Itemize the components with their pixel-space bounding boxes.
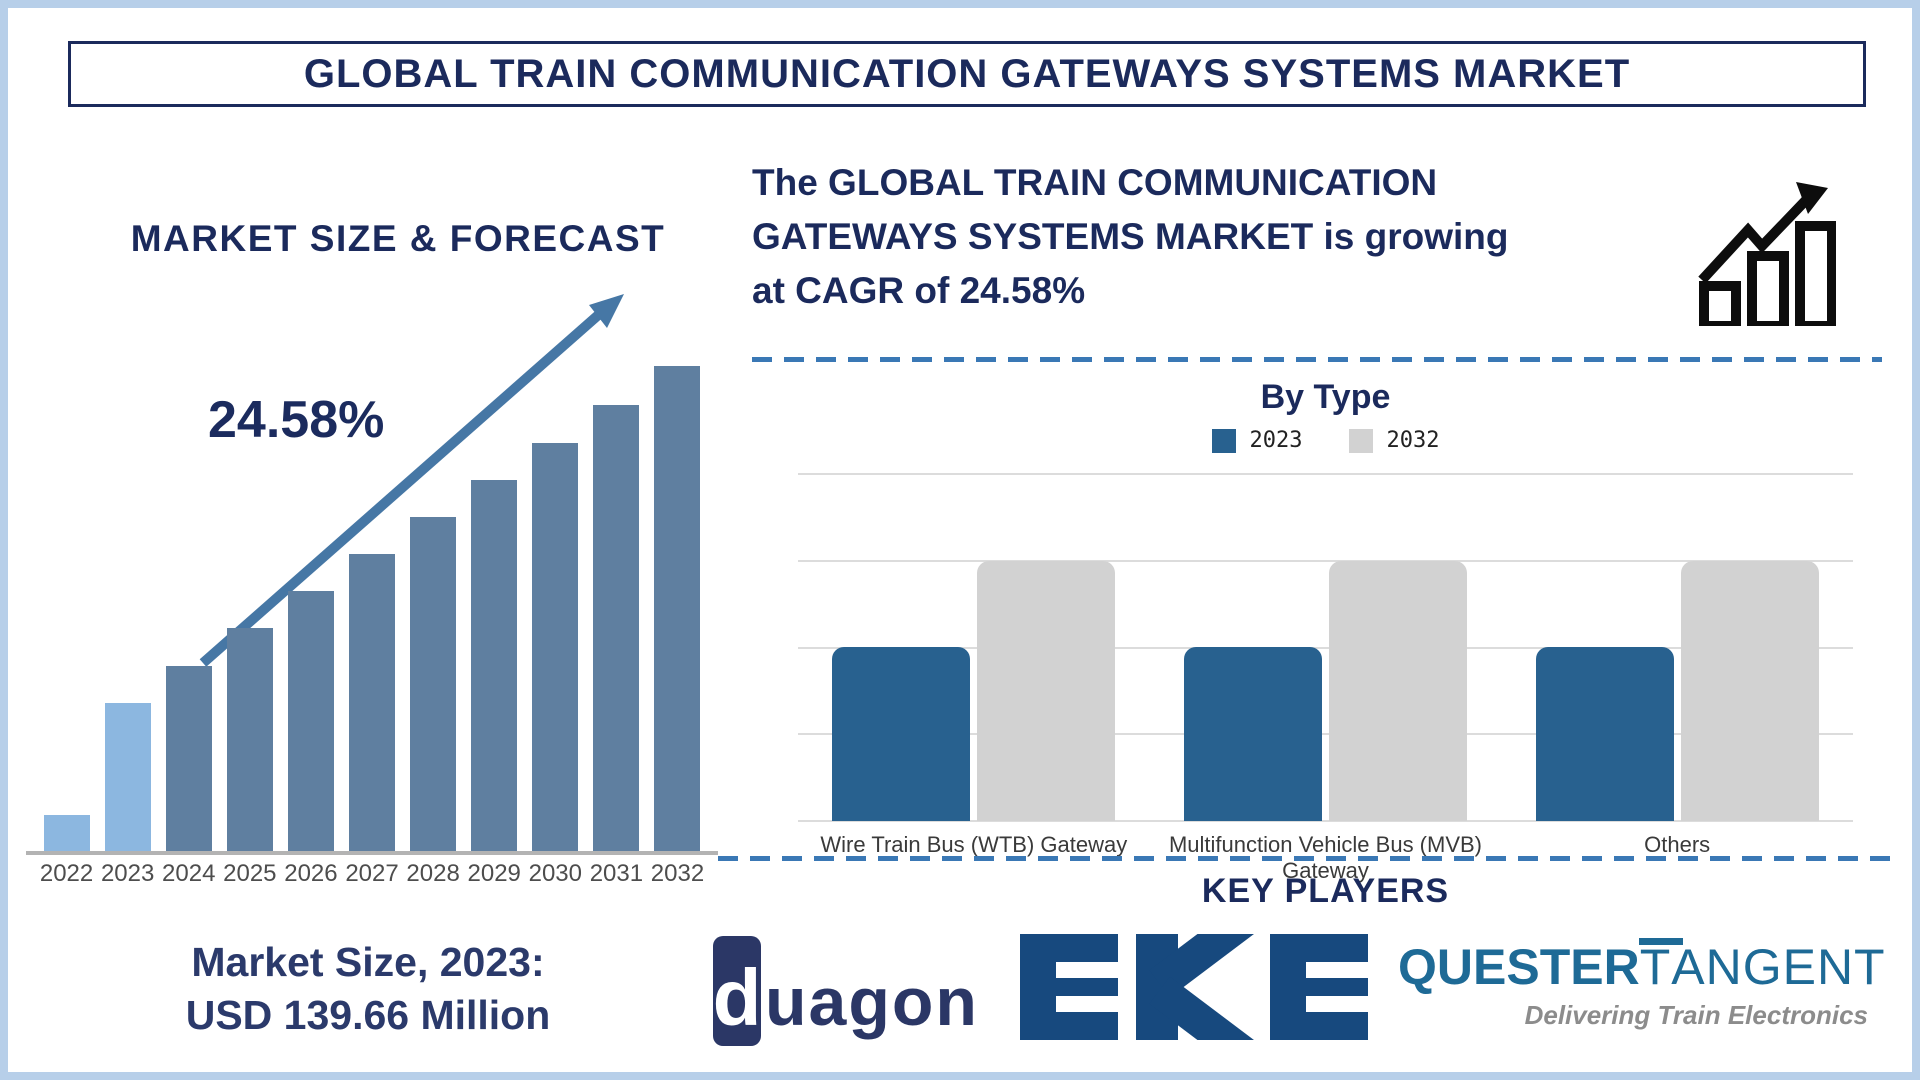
forecast-bar-column xyxy=(403,366,464,853)
bar-2032 xyxy=(1680,561,1819,821)
legend-item-2023: 2023 xyxy=(1211,428,1303,453)
questertangent-wordmark: QUESTERTANGENT xyxy=(1398,938,1885,996)
year-label: 2025 xyxy=(223,860,277,887)
bar-group xyxy=(1535,474,1819,821)
year-label: 2026 xyxy=(284,860,338,887)
forecast-bar-column xyxy=(647,366,708,853)
forecast-bar-column xyxy=(97,366,158,853)
gridline xyxy=(798,473,1853,475)
dashed-separator-top xyxy=(752,357,1882,362)
bytype-plot-area xyxy=(798,473,1853,822)
forecast-bar-column xyxy=(158,366,219,853)
year-label: 2022 xyxy=(39,860,94,887)
forecast-bar-column xyxy=(464,366,525,853)
forecast-bar-2026 xyxy=(287,591,334,853)
legend-swatch xyxy=(1211,428,1236,453)
year-label: 2027 xyxy=(345,860,399,887)
duagon-logo: d uagon xyxy=(713,932,979,1046)
forecast-bar-2028 xyxy=(410,517,457,853)
tangent-rest: ANGENT xyxy=(1671,939,1886,995)
legend-label: 2023 xyxy=(1249,428,1303,453)
duagon-wordmark: uagon xyxy=(765,964,979,1040)
forecast-bar-2025 xyxy=(226,628,273,853)
market-size-callout: Market Size, 2023: USD 139.66 Million xyxy=(48,936,688,1042)
forecast-bar-column xyxy=(586,366,647,853)
forecast-bar-column xyxy=(341,366,402,853)
tangent-t: T xyxy=(1638,938,1683,995)
market-size-line1: Market Size, 2023: xyxy=(191,939,545,985)
bytype-bar-groups xyxy=(798,474,1853,821)
forecast-bar-2023 xyxy=(104,703,151,853)
forecast-bar-2031 xyxy=(593,405,640,853)
questertangent-logo: QUESTERTANGENT Delivering Train Electron… xyxy=(1398,938,1885,1031)
year-label: 2030 xyxy=(528,860,582,887)
growth-chart-icon xyxy=(1698,182,1836,326)
category-label: Multifunction Vehicle Bus (MVB) Gateway xyxy=(1168,832,1483,883)
bytype-chart-title: By Type xyxy=(1260,378,1391,416)
headline-line-1: The GLOBAL TRAIN COMMUNICATION xyxy=(752,162,1438,203)
forecast-bar-2032 xyxy=(654,366,701,853)
gridline xyxy=(798,646,1853,649)
eke-logo xyxy=(1020,934,1368,1040)
year-label: 2029 xyxy=(467,860,521,887)
duagon-d-letter: d xyxy=(713,953,761,1042)
page-title: GLOBAL TRAIN COMMUNICATION GATEWAYS SYST… xyxy=(303,51,1631,96)
bar-group xyxy=(1183,474,1467,821)
gridline xyxy=(798,733,1853,736)
forecast-bar-2029 xyxy=(471,480,518,853)
forecast-bar-2022 xyxy=(43,815,90,853)
year-label: 2024 xyxy=(162,860,216,887)
category-label: Wire Train Bus (WTB) Gateway xyxy=(820,832,1128,857)
questertangent-tagline: Delivering Train Electronics xyxy=(1524,1000,1868,1030)
forecast-x-axis xyxy=(26,851,718,855)
title-banner: GLOBAL TRAIN COMMUNICATION GATEWAYS SYST… xyxy=(68,41,1866,107)
legend-item-2032: 2032 xyxy=(1348,428,1440,453)
year-label: 2023 xyxy=(100,860,155,887)
year-label: 2031 xyxy=(589,860,644,887)
quester-part: QUESTER xyxy=(1398,939,1640,995)
dashed-separator-bottom xyxy=(718,856,1898,861)
forecast-bar-chart xyxy=(36,366,708,853)
bar-2023 xyxy=(1183,647,1322,821)
growth-headline: The GLOBAL TRAIN COMMUNICATION GATEWAYS … xyxy=(752,156,1522,318)
forecast-bar-column xyxy=(36,366,97,853)
forecast-bar-2024 xyxy=(165,666,212,853)
forecast-bar-2030 xyxy=(532,443,579,853)
bar-group xyxy=(832,474,1116,821)
gridline xyxy=(798,820,1853,822)
key-players-heading: KEY PLAYERS xyxy=(1201,872,1450,910)
forecast-bar-column xyxy=(219,366,280,853)
legend-label: 2032 xyxy=(1386,428,1440,453)
duagon-d-mark: d xyxy=(713,936,761,1046)
legend-swatch xyxy=(1348,428,1373,453)
year-label: 2028 xyxy=(406,860,460,887)
category-label: Others xyxy=(1644,832,1711,857)
year-label: 2032 xyxy=(650,860,705,887)
headline-line-3: at CAGR of 24.58% xyxy=(752,270,1086,311)
forecast-bar-column xyxy=(280,366,341,853)
bar-2023 xyxy=(832,647,971,821)
forecast-chart-title: MARKET SIZE & FORECAST xyxy=(130,218,666,259)
market-size-line2: USD 139.66 Million xyxy=(185,992,551,1038)
forecast-year-labels: 2022 2023 2024 2025 2026 2027 2028 2029 2030 2031… xyxy=(36,860,708,888)
bytype-category-labels: Wire Train Bus (WTB) Gateway Multifunctio… xyxy=(798,832,1853,884)
gridline xyxy=(798,559,1853,562)
bytype-legend: 2023 2032 xyxy=(798,428,1853,453)
forecast-bar-column xyxy=(525,366,586,853)
bar-2032 xyxy=(977,561,1116,821)
trend-arrow-icon xyxy=(199,294,624,667)
bar-2023 xyxy=(1535,647,1674,821)
bar-2032 xyxy=(1328,561,1467,821)
forecast-bar-2027 xyxy=(349,554,396,853)
headline-line-2: GATEWAYS SYSTEMS MARKET is growing xyxy=(752,216,1509,257)
cagr-value-label: 24.58% xyxy=(208,391,385,449)
